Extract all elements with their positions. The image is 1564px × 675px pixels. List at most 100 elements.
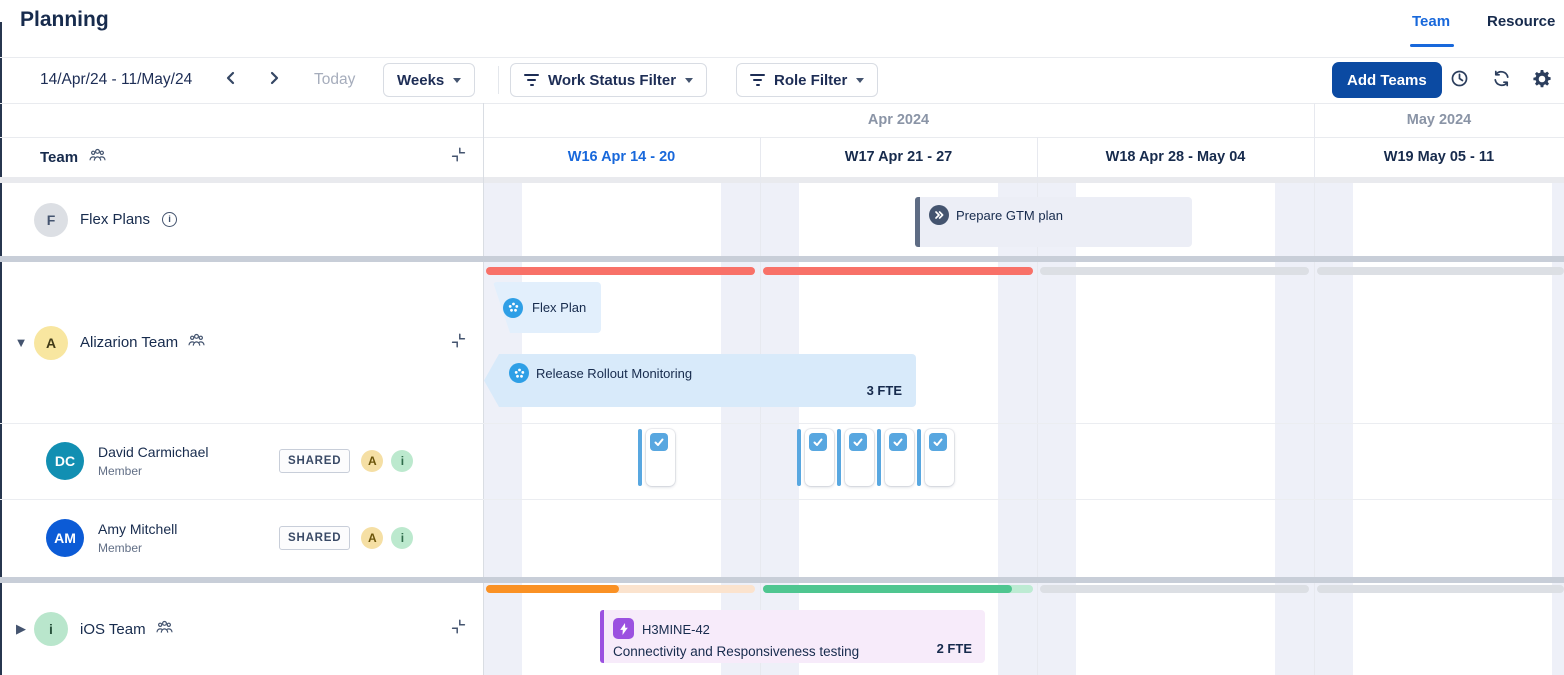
clock-icon [1450, 69, 1469, 93]
fte-label: 3 FTE [866, 383, 902, 398]
member-row-amy-mitchell[interactable]: AM Amy Mitchell Member SHARED A i [0, 499, 483, 577]
capacity-bar-overload [486, 267, 755, 275]
weekend-shade [721, 183, 760, 675]
team-badge-i: i [391, 450, 414, 472]
tab-team[interactable]: Team [1412, 13, 1451, 30]
collapse-caret-icon[interactable]: ▼ [14, 335, 28, 350]
avatar: DC [46, 442, 84, 480]
work-item-h3mine-42[interactable]: H3MINE-42 Connectivity and Responsivenes… [600, 610, 985, 663]
avatar: AM [46, 519, 84, 557]
team-row-alizarion[interactable]: ▼ A Alizarion Team [0, 262, 483, 423]
panel-header: Team [0, 137, 483, 177]
week-header-w17: W17 Apr 21 - 27 [844, 149, 953, 165]
row-divider [0, 423, 1564, 424]
history-button[interactable] [1444, 66, 1474, 96]
panel-timeline-separator [483, 103, 484, 675]
toolbar-divider [498, 66, 499, 94]
add-teams-button[interactable]: Add Teams [1332, 62, 1442, 98]
tab-team-underline [1410, 44, 1454, 47]
lightning-icon [613, 618, 634, 639]
item-accent-bar [915, 197, 920, 247]
checkbox-icon [849, 433, 867, 451]
task-card[interactable] [805, 429, 834, 486]
date-range-label: 14/Apr/24 - 11/May/24 [40, 71, 193, 88]
weekend-shade [1275, 183, 1314, 675]
week-header-w18: W18 Apr 28 - May 04 [1105, 149, 1246, 165]
refresh-icon [1492, 69, 1511, 93]
item-accent-bar [600, 610, 604, 663]
period-selector-label: Weeks [397, 71, 445, 89]
work-item-prepare-gtm-plan[interactable]: Prepare GTM plan [915, 197, 1192, 247]
avatar: F [34, 202, 68, 237]
panel-header-label: Team [40, 148, 79, 166]
item-title: Connectivity and Responsiveness testing [613, 644, 860, 659]
task-card[interactable] [885, 429, 914, 486]
capacity-bar-healthy [763, 585, 1012, 593]
team-badge-a: A [361, 527, 384, 549]
task-accent-bar [797, 429, 801, 486]
period-selector-button[interactable]: Weeks [383, 63, 476, 97]
checkbox-icon [650, 433, 668, 451]
next-period-button[interactable] [259, 65, 289, 95]
toolbar-divider-line [0, 103, 1564, 104]
capacity-bar-empty [1317, 585, 1564, 593]
expand-caret-icon[interactable]: ▶ [16, 621, 26, 636]
team-row-flex-plans[interactable]: F Flex Plans i [0, 183, 483, 256]
section-divider-band [0, 256, 1564, 262]
settings-button[interactable] [1527, 66, 1557, 96]
capacity-bar-partial [486, 585, 619, 593]
weekend-shade [1314, 183, 1353, 675]
member-role: Member [98, 541, 143, 555]
month-gridline [1314, 103, 1315, 675]
prev-period-button[interactable] [216, 65, 246, 95]
info-icon[interactable]: i [162, 212, 178, 227]
refresh-button[interactable] [1486, 66, 1516, 96]
task-card[interactable] [646, 429, 675, 486]
item-key: H3MINE-42 [642, 622, 710, 637]
work-item-flex-plan[interactable]: Flex Plan [493, 282, 601, 333]
avatar: i [34, 612, 68, 646]
group-icon [188, 333, 205, 352]
role-filter-label: Role Filter [774, 71, 848, 89]
team-badge-a: A [361, 450, 384, 472]
team-row-ios[interactable]: ▶ i iOS Team [0, 583, 483, 675]
member-role: Member [98, 464, 143, 478]
weekend-shade [1552, 183, 1564, 675]
capacity-bar-track [486, 585, 755, 593]
month-header-apr: Apr 2024 [867, 112, 930, 128]
weekend-shade [998, 183, 1037, 675]
team-name: iOS Team [80, 620, 146, 638]
member-row-david-carmichael[interactable]: DC David Carmichael Member SHARED A i [0, 423, 483, 499]
collapse-columns-icon[interactable] [451, 332, 466, 353]
gear-icon [1532, 69, 1552, 94]
task-card[interactable] [845, 429, 874, 486]
role-filter-button[interactable]: Role Filter [736, 63, 879, 97]
tab-resource[interactable]: Resource [1487, 13, 1556, 30]
week-header-w19: W19 May 05 - 11 [1383, 149, 1495, 165]
page-title: Planning [20, 8, 109, 31]
task-accent-bar [837, 429, 841, 486]
task-card[interactable] [925, 429, 954, 486]
today-button[interactable]: Today [314, 71, 356, 88]
capacity-bar-empty [1040, 585, 1309, 593]
month-row-divider [0, 137, 1564, 138]
filter-icon [524, 73, 539, 87]
header-shadow-band [0, 177, 1564, 183]
work-item-release-rollout-monitoring[interactable]: Release Rollout Monitoring 3 FTE [484, 354, 916, 407]
shared-badge: SHARED [279, 526, 351, 550]
checkbox-icon [889, 433, 907, 451]
section-divider-band [0, 577, 1564, 583]
fte-label: 2 FTE [936, 641, 972, 656]
avatar: A [34, 325, 68, 360]
group-icon [89, 148, 106, 167]
capacity-bar-empty [1317, 267, 1564, 275]
collapse-columns-icon[interactable] [451, 619, 466, 639]
work-status-filter-button[interactable]: Work Status Filter [510, 63, 708, 97]
weekend-shade [760, 183, 799, 675]
item-title: Prepare GTM plan [956, 208, 1063, 223]
collapse-columns-icon[interactable] [451, 147, 466, 167]
week-gridline [1037, 137, 1038, 675]
member-name: Amy Mitchell [98, 521, 178, 537]
flex-plan-icon [503, 297, 523, 318]
